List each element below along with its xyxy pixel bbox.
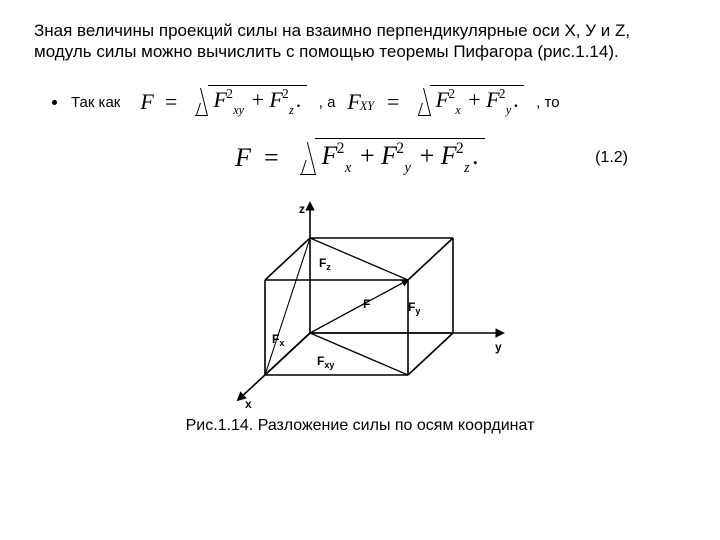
mid: , а <box>319 94 336 111</box>
figure-diagram: z y x F Fz Fy Fx Fxy <box>195 183 525 413</box>
equation-number: (1.2) <box>595 149 628 167</box>
axis-y-label: y <box>495 340 502 354</box>
axis-x-label: x <box>245 397 252 411</box>
axis-z-label: z <box>299 202 305 216</box>
equation-2: FXY = F2x + F2y . <box>347 85 524 120</box>
intro-paragraph: Зная величины проекций силы на взаимно п… <box>34 20 686 63</box>
equation-1: F = F2xy + F2z . <box>140 85 306 120</box>
equation-main: F = F2x + F2y + F2z . <box>235 138 485 180</box>
label-Fz: Fz <box>319 256 331 272</box>
figure-caption: Рис.1.14. Разложение силы по осям коорди… <box>34 417 686 435</box>
bullet <box>52 100 57 105</box>
equation-main-row: F = F2x + F2y + F2z . (1.2) <box>34 138 686 180</box>
label-F: F <box>363 297 370 311</box>
suffix: , то <box>536 94 559 111</box>
label-Fx: Fx <box>272 332 284 348</box>
label-Fy: Fy <box>408 300 420 316</box>
label-Fxy: Fxy <box>317 354 334 370</box>
prefix: Так как <box>71 94 120 111</box>
equation-line-1: Так как F = F2xy + F2z . , а FXY = <box>34 85 686 120</box>
